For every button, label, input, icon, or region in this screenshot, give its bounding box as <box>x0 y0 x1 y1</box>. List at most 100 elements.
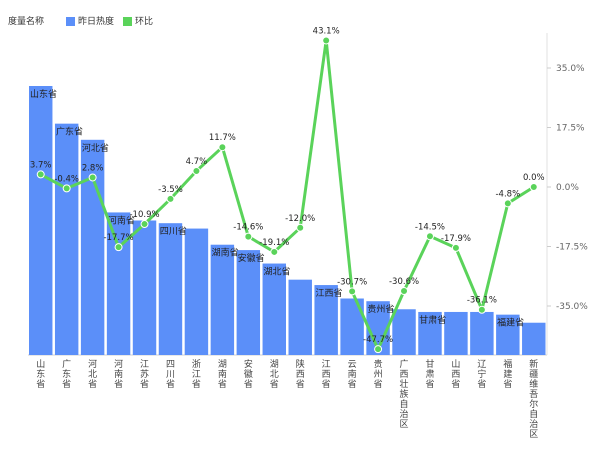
line-point[interactable] <box>244 232 253 241</box>
line-point[interactable] <box>88 173 97 182</box>
line-point-label: 0.0% <box>523 173 545 183</box>
legend-item-bar[interactable]: 昨日热度 <box>78 15 114 27</box>
line-point[interactable] <box>270 247 279 256</box>
line-point-label: -4.8% <box>495 189 520 199</box>
line-point[interactable] <box>374 345 383 354</box>
bar-label: 贵州省 <box>367 303 394 315</box>
line-point-label: 43.1% <box>313 26 340 36</box>
line-point[interactable] <box>425 232 434 241</box>
line-point[interactable] <box>322 36 331 45</box>
x-tick-label: 山东省 <box>36 359 45 390</box>
bar[interactable] <box>262 263 286 355</box>
line-point[interactable] <box>114 243 123 252</box>
line-point-label: -0.4% <box>54 174 79 184</box>
line-point[interactable] <box>451 243 460 252</box>
x-tick-label: 广东省 <box>62 358 71 390</box>
x-tick-label: 安徽省 <box>244 358 253 390</box>
bar[interactable] <box>392 309 416 355</box>
bar-label: 甘肃省 <box>419 314 446 326</box>
legend-title: 度量名称 <box>8 15 44 27</box>
x-tick-label: 湖北省 <box>270 359 279 390</box>
bar[interactable] <box>236 250 261 355</box>
x-tick-label: 河南省 <box>114 358 123 390</box>
y-tick-label: 17.5% <box>556 124 585 134</box>
line-point[interactable] <box>477 305 486 314</box>
line-point-label: -12.0% <box>285 214 315 224</box>
bar[interactable] <box>54 123 79 355</box>
legend-item-line[interactable]: 环比 <box>135 15 153 27</box>
line-point-label: -3.5% <box>158 185 183 195</box>
x-tick-label: 河北省 <box>88 358 97 390</box>
y-tick-label: -17.5% <box>556 243 588 253</box>
line-point[interactable] <box>62 184 71 193</box>
bar[interactable] <box>288 279 312 355</box>
line-point-label: -30.6% <box>389 277 419 287</box>
y-tick-label: -35.0% <box>556 302 588 312</box>
bar[interactable] <box>366 301 390 355</box>
bar[interactable] <box>184 228 209 355</box>
x-tick-label: 浙江省 <box>192 358 201 390</box>
x-tick-label: 云南省 <box>348 360 357 390</box>
y-tick-label: 0.0% <box>556 183 579 193</box>
bar-label: 江西省 <box>315 287 342 299</box>
line-point-label: 2.8% <box>82 163 104 173</box>
line-point-label: -17.7% <box>104 233 134 243</box>
bar-label: 河北省 <box>82 142 109 154</box>
line-point[interactable] <box>192 167 201 176</box>
line-layer: 3.7%-0.4%2.8% -17.7% -10.9% -3.5% 4.7% 11.7% -… <box>30 26 545 354</box>
x-tick-label: 新疆维吾尔自治区 <box>529 358 538 440</box>
bar[interactable] <box>314 285 338 355</box>
x-tick-label: 湖南省 <box>218 359 227 390</box>
line-point[interactable] <box>218 143 227 152</box>
line-point[interactable] <box>296 223 305 232</box>
legend: 度量名称 昨日热度 环比 <box>8 15 153 27</box>
x-ticks-layer: 山东省 广东省 河北省 河南省 江苏省 四川省 浙江省 湖南省 安徽省 湖北省 陕西省 江西省 云南省 贵… <box>36 358 538 440</box>
bar[interactable] <box>418 311 442 355</box>
line-point[interactable] <box>348 287 357 296</box>
x-tick-label: 陕西省 <box>296 358 305 390</box>
bar-label: 山东省 <box>30 88 57 100</box>
bar[interactable] <box>496 314 520 355</box>
bar-label: 湖北省 <box>264 266 291 278</box>
line-point[interactable] <box>529 183 538 191</box>
ratio-line <box>39 39 535 351</box>
line-point[interactable] <box>400 287 409 296</box>
bar[interactable] <box>470 311 494 355</box>
line-point[interactable] <box>166 194 175 203</box>
bar[interactable] <box>210 244 235 355</box>
bar[interactable] <box>29 86 53 355</box>
bar[interactable] <box>158 223 183 355</box>
x-tick-label: 福建省 <box>503 358 512 390</box>
line-point-label: -36.1% <box>467 296 497 306</box>
bar[interactable] <box>340 298 364 355</box>
line-point-label: -47.7% <box>363 335 393 345</box>
line-point-label: -19.1% <box>259 238 289 248</box>
x-tick-label: 甘肃省 <box>425 358 434 390</box>
bar-label: 广东省 <box>56 126 83 138</box>
legend-swatch-bar <box>66 17 75 26</box>
line-point[interactable] <box>140 220 149 229</box>
bar-label: 湖南省 <box>212 247 239 259</box>
bar[interactable] <box>106 212 131 355</box>
x-tick-label: 江西省 <box>322 359 331 390</box>
line-point-label: -30.7% <box>337 277 367 287</box>
x-tick-label: 贵州省 <box>374 358 383 390</box>
x-tick-label: 山西省 <box>451 359 460 390</box>
legend-swatch-line <box>123 17 132 26</box>
line-point-label: -14.6% <box>233 223 263 233</box>
bar-label: 河南省 <box>108 214 135 226</box>
x-tick-label: 四川省 <box>166 360 175 390</box>
bar-label: 四川省 <box>160 225 187 237</box>
line-point-label: 11.7% <box>209 133 236 143</box>
bars-layer <box>29 86 546 355</box>
bar[interactable] <box>522 322 546 355</box>
bar[interactable] <box>132 220 157 356</box>
line-point-label: 4.7% <box>186 157 208 167</box>
bar[interactable] <box>444 311 468 355</box>
line-point[interactable] <box>36 170 45 179</box>
line-point[interactable] <box>503 199 512 208</box>
bar-label: 安徽省 <box>238 252 265 264</box>
y-ticks-layer: 35.0% 17.5% 0.0% -17.5% -35.0% <box>547 64 588 312</box>
